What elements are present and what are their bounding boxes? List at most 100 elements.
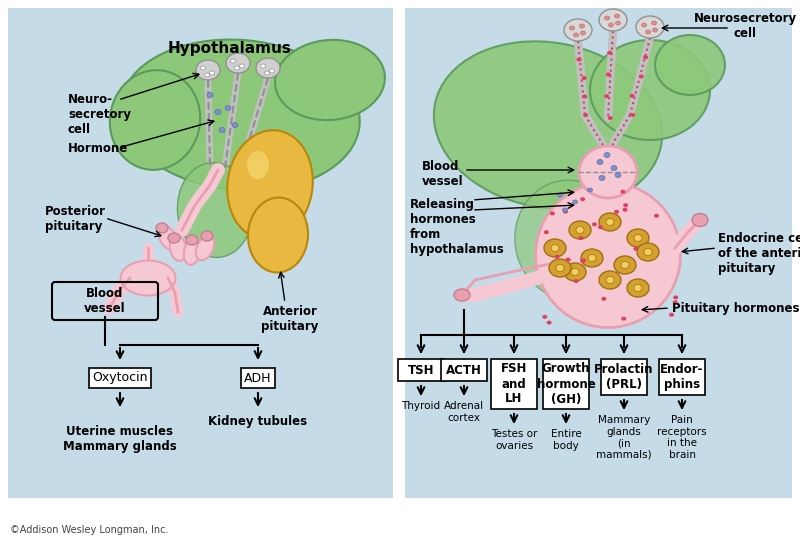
Ellipse shape bbox=[571, 268, 579, 275]
Ellipse shape bbox=[606, 73, 611, 77]
Ellipse shape bbox=[607, 50, 612, 55]
Ellipse shape bbox=[606, 218, 614, 225]
Bar bbox=[491, 359, 537, 409]
Ellipse shape bbox=[646, 30, 650, 34]
Ellipse shape bbox=[549, 259, 571, 277]
Ellipse shape bbox=[669, 313, 674, 317]
Ellipse shape bbox=[168, 233, 180, 243]
Ellipse shape bbox=[577, 58, 582, 61]
Ellipse shape bbox=[515, 180, 625, 300]
Ellipse shape bbox=[201, 231, 213, 241]
Text: Endocrine cells
of the anterior
pituitary: Endocrine cells of the anterior pituitar… bbox=[718, 232, 800, 275]
Ellipse shape bbox=[614, 14, 619, 18]
Ellipse shape bbox=[247, 151, 269, 179]
Ellipse shape bbox=[576, 226, 584, 233]
Ellipse shape bbox=[583, 113, 588, 117]
Text: ACTH: ACTH bbox=[446, 363, 482, 376]
Text: Mammary
glands
(in
mammals): Mammary glands (in mammals) bbox=[596, 415, 652, 460]
Ellipse shape bbox=[550, 211, 555, 216]
Ellipse shape bbox=[653, 28, 658, 32]
Ellipse shape bbox=[622, 317, 626, 321]
Text: Entire
body: Entire body bbox=[550, 429, 582, 451]
Ellipse shape bbox=[569, 221, 591, 239]
Text: Posterior
pituitary: Posterior pituitary bbox=[45, 205, 106, 233]
Ellipse shape bbox=[186, 235, 198, 245]
Ellipse shape bbox=[598, 225, 603, 229]
Ellipse shape bbox=[615, 21, 621, 25]
Text: TSH: TSH bbox=[408, 363, 434, 376]
Ellipse shape bbox=[542, 315, 547, 319]
Ellipse shape bbox=[630, 94, 634, 98]
Ellipse shape bbox=[434, 41, 662, 209]
Ellipse shape bbox=[454, 289, 470, 301]
Ellipse shape bbox=[621, 262, 629, 268]
Ellipse shape bbox=[644, 249, 652, 256]
Ellipse shape bbox=[582, 94, 587, 98]
Text: Adrenal
cortex: Adrenal cortex bbox=[444, 401, 484, 422]
Text: ©Addison Wesley Longman, Inc.: ©Addison Wesley Longman, Inc. bbox=[10, 525, 169, 535]
Ellipse shape bbox=[564, 19, 592, 41]
Ellipse shape bbox=[608, 116, 613, 120]
Ellipse shape bbox=[110, 70, 200, 170]
Ellipse shape bbox=[535, 182, 681, 327]
Ellipse shape bbox=[225, 105, 231, 110]
Ellipse shape bbox=[184, 239, 200, 265]
Ellipse shape bbox=[574, 33, 578, 37]
Text: Thyroid: Thyroid bbox=[402, 401, 441, 411]
Bar bbox=[398, 359, 444, 381]
Ellipse shape bbox=[564, 263, 586, 281]
Ellipse shape bbox=[566, 257, 570, 262]
Ellipse shape bbox=[544, 239, 566, 257]
Ellipse shape bbox=[556, 264, 564, 272]
Ellipse shape bbox=[654, 214, 659, 218]
Text: Hormone: Hormone bbox=[68, 142, 128, 155]
Ellipse shape bbox=[634, 285, 642, 292]
Bar bbox=[601, 359, 647, 395]
Ellipse shape bbox=[636, 16, 664, 38]
Ellipse shape bbox=[234, 66, 239, 70]
Ellipse shape bbox=[546, 320, 552, 325]
Ellipse shape bbox=[634, 235, 642, 242]
Ellipse shape bbox=[156, 223, 168, 233]
Ellipse shape bbox=[599, 9, 627, 31]
Ellipse shape bbox=[602, 297, 606, 301]
Bar bbox=[659, 359, 705, 395]
Text: Kidney tubules: Kidney tubules bbox=[209, 415, 307, 428]
Ellipse shape bbox=[196, 60, 220, 80]
Ellipse shape bbox=[570, 26, 574, 30]
Ellipse shape bbox=[692, 213, 708, 226]
Ellipse shape bbox=[638, 74, 644, 79]
Ellipse shape bbox=[581, 31, 586, 35]
Ellipse shape bbox=[621, 190, 626, 194]
Ellipse shape bbox=[587, 188, 593, 192]
Ellipse shape bbox=[580, 259, 585, 263]
Ellipse shape bbox=[627, 229, 649, 247]
Text: Testes or
ovaries: Testes or ovaries bbox=[491, 429, 537, 451]
Ellipse shape bbox=[230, 59, 235, 63]
Ellipse shape bbox=[574, 279, 578, 283]
Ellipse shape bbox=[674, 295, 678, 299]
Bar bbox=[543, 359, 589, 409]
Ellipse shape bbox=[597, 160, 603, 165]
Ellipse shape bbox=[226, 53, 250, 73]
Bar bbox=[8, 8, 393, 498]
Ellipse shape bbox=[578, 236, 583, 240]
Ellipse shape bbox=[544, 230, 549, 234]
Ellipse shape bbox=[239, 64, 245, 68]
Text: Blood
vessel: Blood vessel bbox=[84, 287, 126, 315]
Ellipse shape bbox=[614, 256, 636, 274]
Ellipse shape bbox=[205, 73, 210, 77]
Ellipse shape bbox=[599, 213, 621, 231]
Ellipse shape bbox=[554, 255, 559, 259]
Text: Prolactin
(PRL): Prolactin (PRL) bbox=[594, 363, 654, 391]
Ellipse shape bbox=[623, 203, 628, 207]
Ellipse shape bbox=[634, 247, 638, 251]
Ellipse shape bbox=[580, 197, 585, 201]
Text: Neuro-
secretory
cell: Neuro- secretory cell bbox=[68, 93, 131, 136]
Ellipse shape bbox=[196, 236, 214, 260]
Text: Blood
vessel: Blood vessel bbox=[422, 160, 464, 188]
Ellipse shape bbox=[563, 210, 568, 213]
Text: Pain
receptors
in the
brain: Pain receptors in the brain bbox=[657, 415, 707, 460]
Ellipse shape bbox=[178, 162, 253, 257]
Ellipse shape bbox=[582, 76, 586, 80]
